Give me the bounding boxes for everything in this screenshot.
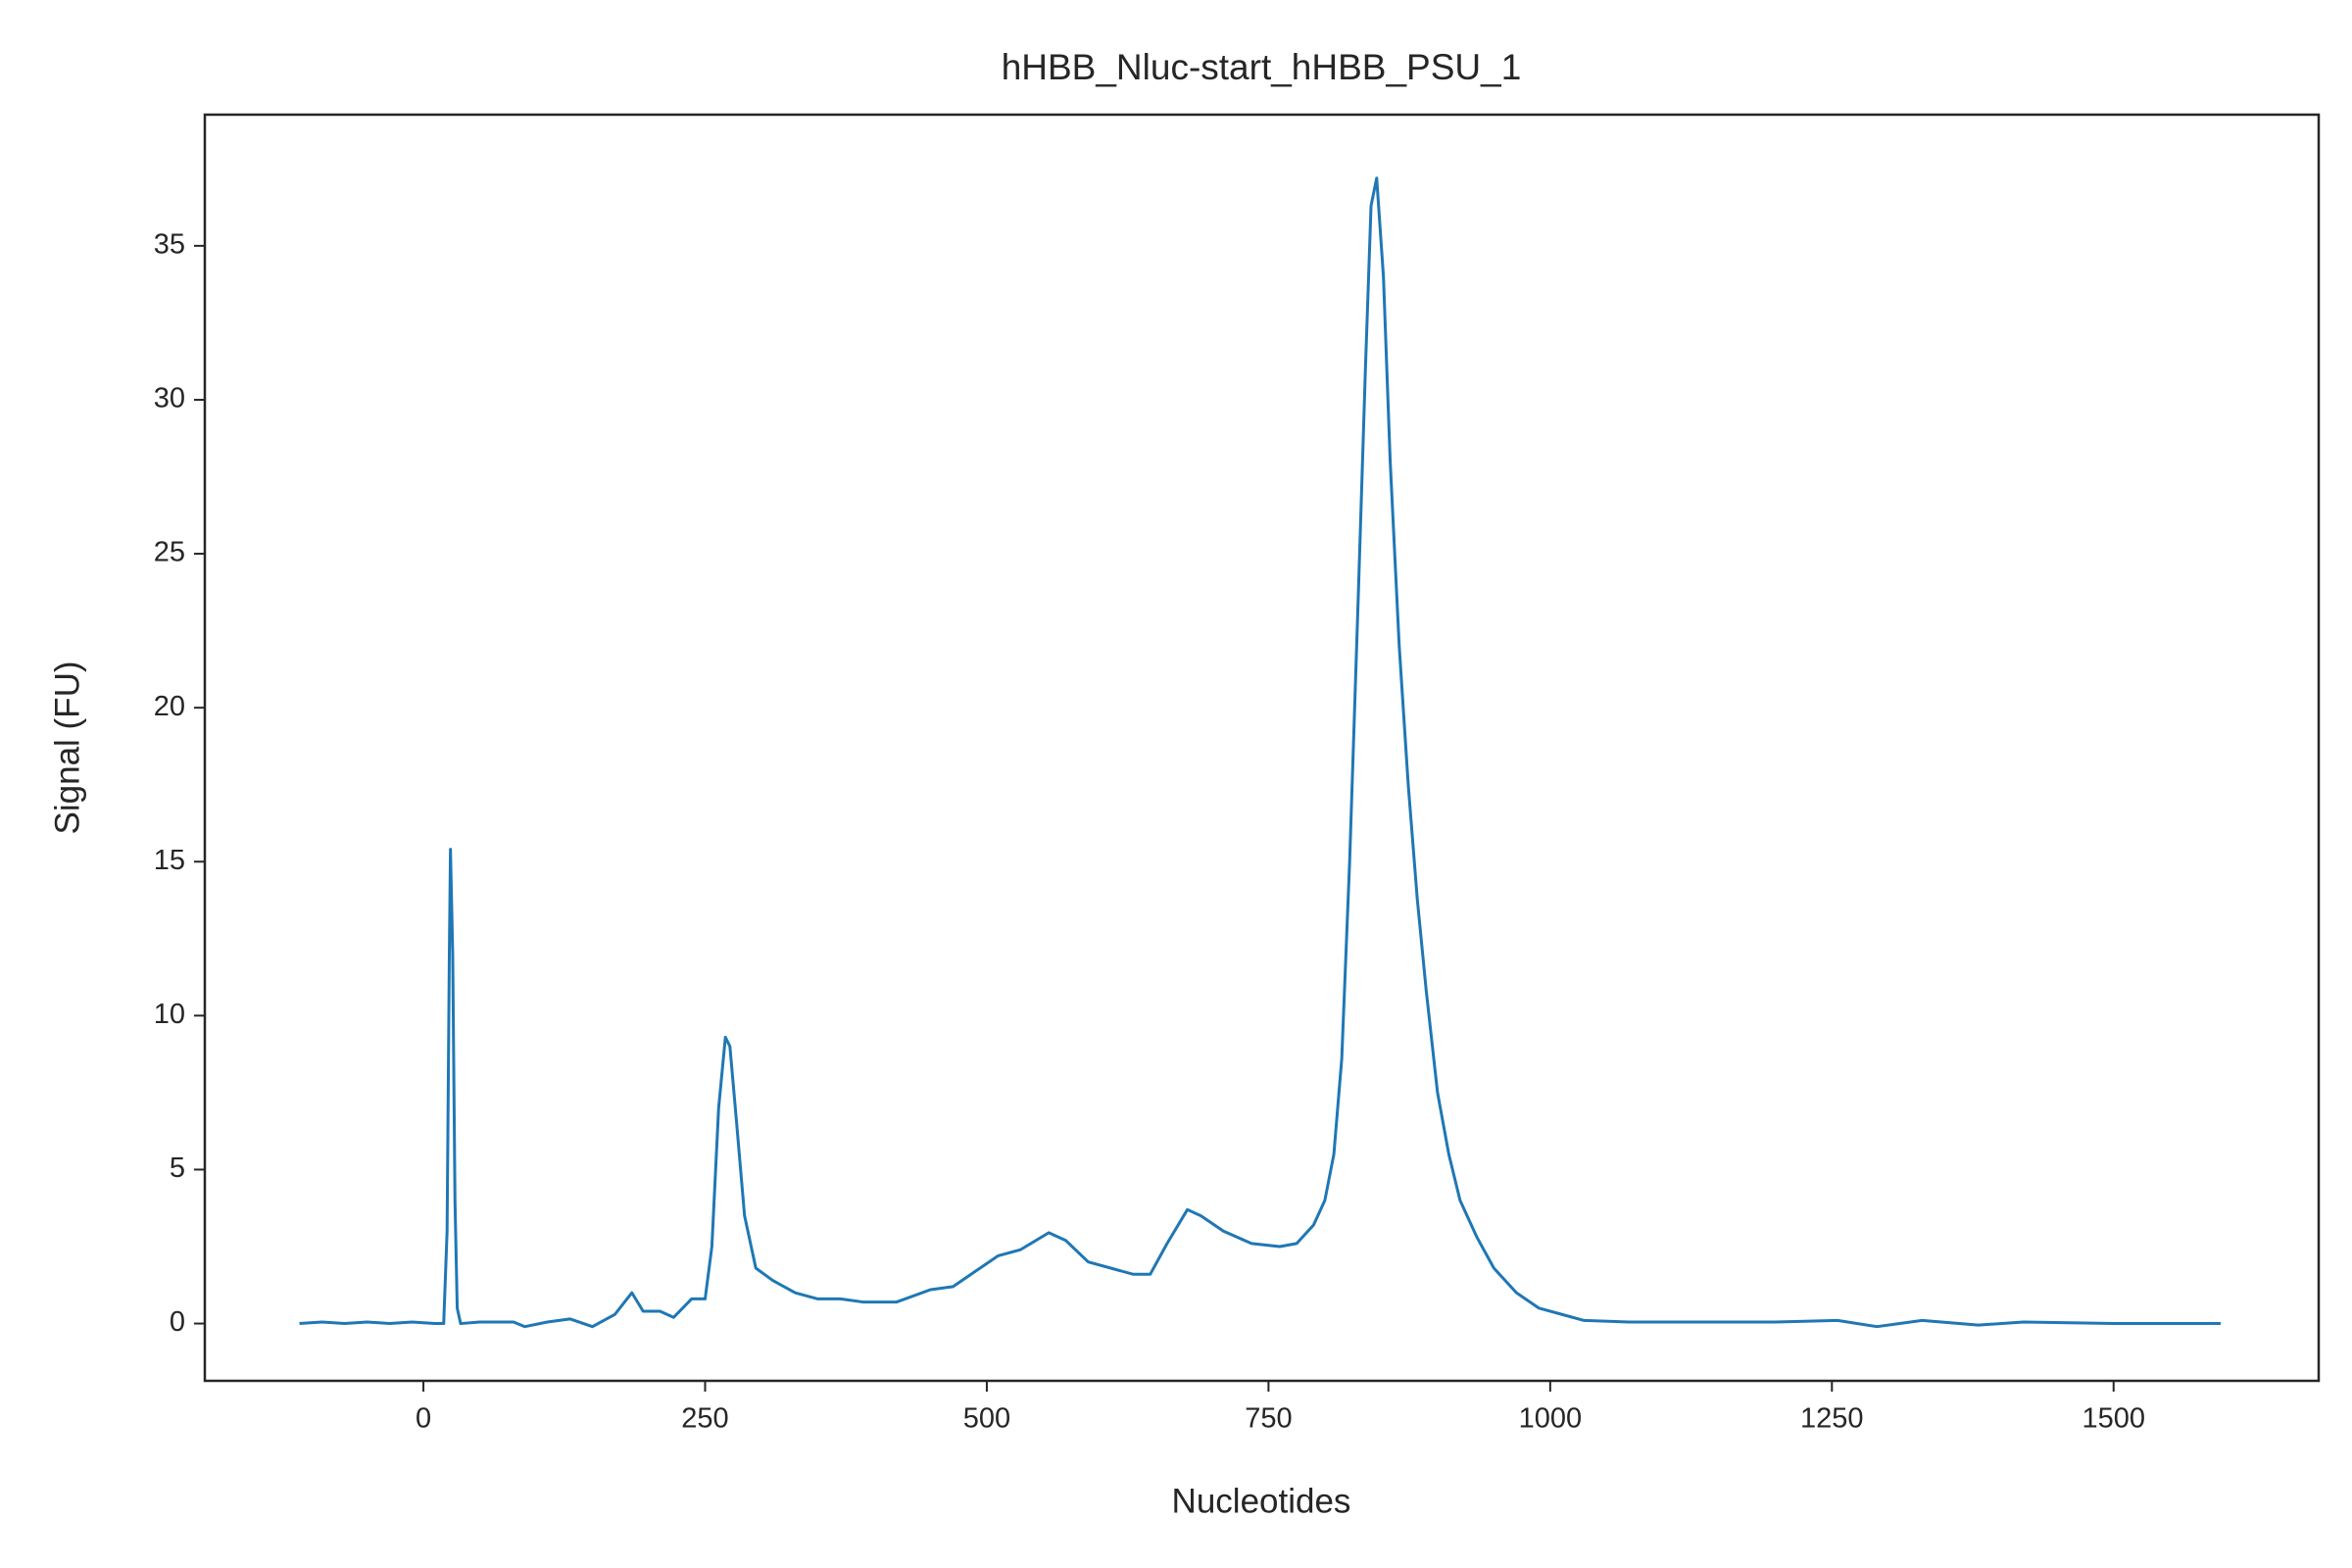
x-tick-label: 0	[416, 1403, 431, 1435]
x-tick-label: 750	[1245, 1403, 1292, 1435]
y-axis-label: Signal (FU)	[48, 662, 86, 835]
x-tick-label: 1500	[2082, 1403, 2145, 1435]
x-tick-label: 1000	[1519, 1403, 1583, 1435]
chart-title: hHBB_Nluc-start_hHBB_PSU_1	[1002, 47, 1522, 87]
plot-frame	[203, 113, 2321, 1383]
y-tick-label: 5	[170, 1152, 185, 1184]
y-tick-label: 0	[170, 1306, 185, 1338]
y-tick-label: 20	[154, 691, 185, 722]
y-tick-label: 25	[154, 537, 185, 568]
x-tick-label: 1250	[1800, 1403, 1864, 1435]
x-tick-label: 250	[681, 1403, 728, 1435]
y-tick-label: 15	[154, 845, 185, 876]
data-line	[299, 176, 2221, 1329]
y-tick-label: 35	[154, 229, 185, 261]
y-tick-label: 30	[154, 383, 185, 415]
x-tick-label: 500	[963, 1403, 1010, 1435]
x-axis-label: Nucleotides	[1172, 1482, 1351, 1520]
y-tick-label: 10	[154, 999, 185, 1030]
